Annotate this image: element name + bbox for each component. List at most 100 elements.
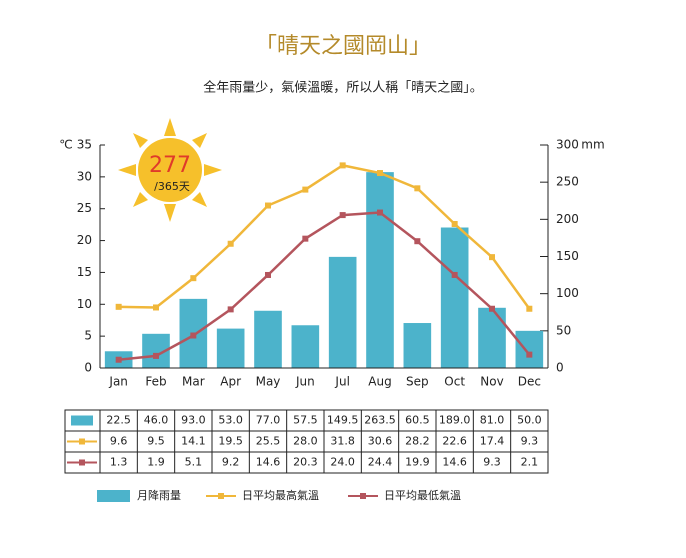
table-cell: 1.3 — [110, 456, 128, 469]
bar — [403, 323, 432, 368]
table-key — [71, 415, 93, 426]
table-cell: 93.0 — [181, 414, 206, 427]
table-cell: 2.1 — [521, 456, 539, 469]
table-cell: 9.6 — [110, 435, 128, 448]
y2-tick-label: 50 — [556, 323, 571, 337]
y2-tick-label: 0 — [556, 361, 564, 375]
table-cell: 149.5 — [327, 414, 359, 427]
table-cell: 9.3 — [521, 435, 539, 448]
table-cell: 22.5 — [106, 414, 131, 427]
x-tick-label: Jan — [108, 375, 128, 389]
y-tick-label: 30 — [77, 169, 92, 183]
line-marker — [339, 212, 346, 219]
legend-label: 月降雨量 — [137, 488, 181, 502]
table-cell: 57.5 — [293, 414, 318, 427]
x-tick-label: Sep — [406, 375, 429, 389]
line — [118, 211, 531, 361]
table-cell: 28.2 — [405, 435, 430, 448]
y-tick-label: 5 — [84, 329, 92, 343]
table-cell: 25.5 — [256, 435, 281, 448]
x-tick-label: Dec — [518, 375, 541, 389]
table-cell: 189.0 — [439, 414, 471, 427]
line-marker — [265, 271, 271, 278]
table-cell: 1.9 — [147, 456, 165, 469]
badge-total: /365天 — [154, 180, 190, 193]
x-tick-label: Jul — [334, 375, 349, 389]
table-cell: 53.0 — [218, 414, 243, 427]
line-marker — [489, 254, 495, 261]
table-key — [79, 459, 85, 466]
table-cell: 263.5 — [364, 414, 396, 427]
sun-disc — [138, 138, 202, 202]
x-tick-label: Mar — [182, 375, 205, 389]
table-cell: 14.6 — [442, 456, 467, 469]
bar — [440, 227, 469, 368]
bar — [366, 172, 394, 368]
x-tick-label: Aug — [368, 375, 391, 389]
y-tick-label: 10 — [77, 297, 92, 311]
table-cell: 9.3 — [483, 456, 501, 469]
legend-label: 日平均最低氣溫 — [384, 488, 461, 502]
table-cell: 77.0 — [256, 414, 281, 427]
line-marker — [489, 305, 495, 312]
table-cell: 22.6 — [442, 435, 467, 448]
table-cell: 14.6 — [256, 456, 281, 469]
legend-label: 日平均最高氣溫 — [242, 488, 319, 502]
legend-key — [218, 493, 224, 499]
y2-tick-label: 250 — [556, 175, 579, 189]
line-marker — [227, 240, 234, 247]
table-cell: 20.3 — [293, 456, 318, 469]
chart-title: 「晴天之國岡山」 — [255, 34, 431, 59]
table-cell: 9.5 — [147, 435, 165, 448]
table-cell: 46.0 — [144, 414, 169, 427]
legend-key — [97, 490, 130, 502]
sun — [118, 118, 222, 222]
y-tick-label: 35 — [77, 138, 92, 152]
bar — [478, 307, 506, 368]
line-marker — [526, 351, 533, 358]
line-marker — [302, 235, 309, 242]
line-marker — [302, 186, 309, 193]
bar — [216, 328, 245, 368]
line-marker — [153, 304, 159, 311]
line-marker — [153, 352, 159, 359]
line-marker — [339, 162, 346, 169]
x-tick-label: Apr — [220, 375, 241, 389]
line — [118, 164, 531, 310]
line-marker — [377, 209, 383, 216]
table-cell: 30.6 — [368, 435, 393, 448]
line-marker — [115, 303, 122, 310]
line-marker — [451, 271, 458, 278]
y2-tick-label: 200 — [556, 212, 579, 226]
table-cell: 14.1 — [181, 435, 206, 448]
table-key — [79, 438, 85, 445]
line-marker — [414, 238, 421, 245]
line-marker — [190, 332, 197, 339]
table-cell: 9.2 — [222, 456, 240, 469]
x-tick-label: Nov — [480, 375, 503, 389]
table-cell: 60.5 — [405, 414, 430, 427]
legend-key — [360, 493, 366, 499]
line-marker — [265, 202, 271, 209]
bar — [328, 256, 357, 368]
table-cell: 5.1 — [185, 456, 203, 469]
x-tick-label: Feb — [145, 375, 166, 389]
table-cell: 50.0 — [517, 414, 542, 427]
bar — [515, 330, 544, 368]
table-cell: 31.8 — [330, 435, 355, 448]
table-cell: 24.0 — [330, 456, 355, 469]
table-cell: 17.4 — [480, 435, 505, 448]
line-marker — [377, 170, 383, 177]
y-tick-label: 0 — [84, 361, 92, 375]
x-tick-label: Jun — [295, 375, 315, 389]
line-marker — [227, 306, 234, 313]
y2-tick-label: 100 — [556, 286, 579, 300]
y2-tick-label: 150 — [556, 249, 579, 263]
bar — [254, 310, 282, 368]
x-tick-label: Oct — [444, 375, 465, 389]
y-tick-label: 25 — [77, 201, 92, 215]
sun-rays — [118, 118, 222, 222]
table-cell: 19.5 — [218, 435, 243, 448]
line-marker — [115, 356, 122, 363]
